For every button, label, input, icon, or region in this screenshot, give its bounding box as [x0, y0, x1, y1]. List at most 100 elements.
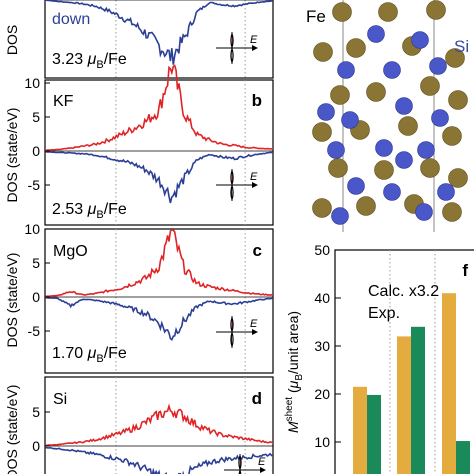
fe-atom [356, 196, 376, 216]
guide-lines [45, 0, 273, 474]
si-atom [411, 31, 429, 49]
bars: 50 40 30 20 10 [314, 242, 470, 474]
dos-curve-up [44, 228, 274, 298]
panel-f-letter: f [462, 261, 468, 280]
fe-atom [366, 82, 386, 102]
fe-atom [420, 76, 440, 96]
y-tick-label: 0 [32, 289, 40, 305]
y-tick-label: 0 [32, 438, 40, 454]
si-atom [317, 103, 335, 121]
y-tick-label: 5 [32, 109, 40, 125]
legend-calc-label: Calc. x3.2 [368, 283, 439, 300]
si-atom [395, 97, 413, 115]
dos-curve-down [44, 296, 273, 341]
dos-curves [44, 0, 274, 474]
panel-b-ylabel: DOS (state/eV) [4, 108, 20, 203]
crystal-structure [312, 0, 468, 232]
fe-atom [312, 122, 332, 142]
bar-exp [411, 326, 425, 474]
y-tick-label: 30 [314, 338, 330, 354]
si-atom [327, 141, 345, 159]
panel-c-label: MgO [53, 243, 88, 260]
dos-curve-up [44, 403, 274, 447]
y-tick-label: 5 [32, 404, 40, 420]
fe-atom [420, 158, 440, 178]
energy-axis-symbol: E [250, 34, 258, 46]
si-atom [437, 183, 455, 201]
panel-d-frame [44, 376, 274, 474]
dos-curve-down [44, 0, 274, 65]
panel-d-ylabel: DOS (state/eV) [4, 385, 20, 474]
y-tick-label: 50 [314, 242, 330, 258]
y-tick-label: 20 [314, 386, 330, 402]
si-atom [395, 151, 413, 169]
axis-ticks: 10 5 0 -5 10 5 0 -5 5 0 [24, 75, 50, 454]
si-atom [383, 61, 401, 79]
fe-atom [328, 158, 348, 178]
panel-f-frame [334, 249, 474, 474]
si-atom [431, 109, 449, 127]
panel-c-ylabel: DOS (state/eV) [4, 253, 20, 348]
panel-a-ylabel: DOS [4, 25, 20, 55]
panel-d-label: Si [53, 391, 67, 408]
panel-a-frame [44, 0, 274, 79]
fe-atom-label: Fe [306, 7, 326, 26]
fe-atom [312, 198, 332, 218]
panel-c-frame [44, 228, 274, 374]
fe-atom [332, 2, 352, 22]
panel-f-ylabel: Msheet (μB/unit area) [284, 311, 305, 433]
si-atom [331, 207, 349, 225]
si-atom [417, 141, 435, 159]
spin-schematic-icon: E [216, 169, 258, 201]
fe-atom [442, 202, 462, 222]
panel-d-letter: d [252, 389, 262, 408]
si-atom-label: Si [454, 37, 469, 56]
fe-atom [398, 116, 418, 136]
spin-schematic-icon: E [216, 316, 258, 348]
dos-curve-up [45, 64, 273, 152]
energy-axis-symbol: E [258, 456, 266, 468]
legend-exp-label: Exp. [368, 305, 400, 322]
fe-atom [313, 42, 333, 62]
si-atom [341, 111, 359, 129]
si-atom [429, 57, 447, 75]
panel-c-letter: c [253, 241, 262, 260]
bar-calc [397, 336, 411, 474]
fe-atom [448, 168, 468, 188]
panel-b-letter: b [252, 91, 262, 110]
si-atom [347, 177, 365, 195]
si-atom [337, 61, 355, 79]
spin-schematic-icon: E [216, 32, 258, 64]
y-tick-label: 10 [24, 221, 40, 237]
fe-atom [445, 48, 465, 68]
fe-atom [330, 85, 350, 105]
panel-b-label: KF [53, 93, 74, 110]
fe-atom [378, 2, 398, 22]
y-tick-label: -5 [28, 177, 41, 193]
y-tick-label: 10 [24, 75, 40, 91]
panel-b-moment: 2.53 μB/Fe [52, 201, 127, 221]
y-tick-label: 0 [32, 143, 40, 159]
legend-down-label: down [52, 11, 90, 28]
panel-a-moment: 3.23 μB/Fe [52, 51, 127, 71]
panel-c-moment: 1.70 μB/Fe [52, 345, 127, 365]
atoms [312, 0, 468, 225]
energy-axis-symbol: E [250, 171, 258, 183]
fe-atom [346, 38, 366, 58]
bar-exp [456, 441, 470, 474]
y-tick-label: 40 [314, 290, 330, 306]
fe-atom [442, 126, 462, 146]
bar-calc [353, 386, 367, 474]
si-atom [383, 183, 401, 201]
fe-atom [374, 160, 394, 180]
spin-schematic-icon: E [224, 454, 266, 474]
y-tick-label: -5 [28, 323, 41, 339]
si-atom [375, 139, 393, 157]
spin-icons: E E E E [216, 32, 266, 474]
dos-curve-down [44, 446, 274, 474]
energy-axis-symbol: E [250, 318, 258, 330]
bar-exp [367, 394, 381, 474]
y-tick-label: 5 [32, 255, 40, 271]
si-atom [367, 25, 385, 43]
